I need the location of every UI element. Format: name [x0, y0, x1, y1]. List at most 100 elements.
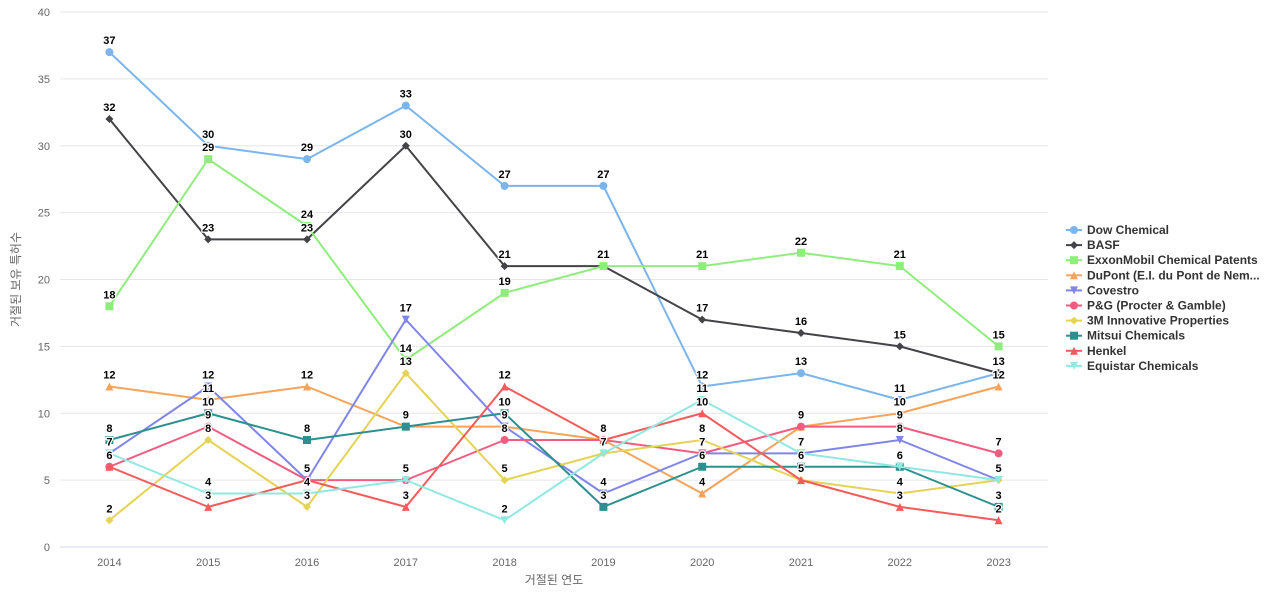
data-point-henkel[interactable] [797, 476, 805, 485]
data-point-mitsui-chemicals[interactable] [500, 409, 509, 418]
data-point-equistar-chemicals[interactable] [895, 462, 904, 471]
data-point-dow-chemical[interactable] [303, 155, 311, 164]
data-point-henkel[interactable] [599, 436, 608, 444]
series-line-equistar-chemicals[interactable] [108, 398, 1000, 522]
data-point-basf[interactable] [105, 115, 114, 123]
legend-item-equistar-chemicals[interactable]: Equistar Chemicals [1066, 359, 1199, 373]
legend-item-basf[interactable]: BASF [1066, 238, 1120, 252]
data-point-p-g-procter-gamble[interactable] [895, 422, 904, 431]
data-point-covestro[interactable] [599, 489, 608, 498]
data-point-mitsui-chemicals[interactable] [599, 502, 608, 511]
series-line-p-g-procter-gamble[interactable] [108, 425, 1000, 482]
data-point-3m-innovative-properties[interactable] [105, 516, 114, 525]
data-point-basf[interactable] [500, 262, 509, 271]
data-point-equistar-chemicals[interactable] [204, 489, 213, 498]
data-point-covestro[interactable] [204, 382, 213, 391]
data-point-3m-innovative-properties[interactable] [303, 502, 311, 511]
data-point-mitsui-chemicals[interactable] [401, 422, 410, 431]
data-point-henkel[interactable] [401, 502, 410, 511]
data-point-basf[interactable] [994, 369, 1003, 378]
data-point-henkel[interactable] [105, 462, 114, 471]
data-point-equistar-chemicals[interactable] [500, 516, 509, 525]
data-point-dow-chemical[interactable] [401, 101, 410, 110]
data-point-mitsui-chemicals[interactable] [994, 502, 1003, 511]
data-point-equistar-chemicals[interactable] [698, 395, 707, 404]
legend-item-dow-chemical[interactable]: Dow Chemical [1066, 223, 1169, 237]
series-line-dupont-e-i-du-pont-de-nem[interactable] [108, 385, 1000, 495]
data-point-dow-chemical[interactable] [105, 48, 114, 57]
legend-item-henkel[interactable]: Henkel [1066, 344, 1126, 358]
data-point-p-g-procter-gamble[interactable] [698, 449, 707, 458]
data-point-dupont-e-i-du-pont-de-nem[interactable] [698, 489, 707, 498]
data-point-equistar-chemicals[interactable] [401, 476, 410, 485]
series-line-exxonmobil-chemical-patents[interactable] [108, 158, 1000, 361]
data-point-p-g-procter-gamble[interactable] [204, 422, 213, 431]
data-point-dupont-e-i-du-pont-de-nem[interactable] [895, 409, 904, 418]
data-point-basf[interactable] [204, 235, 213, 244]
legend-item-mitsui-chemicals[interactable]: Mitsui Chemicals [1066, 329, 1185, 343]
data-point-3m-innovative-properties[interactable] [895, 489, 904, 498]
data-point-mitsui-chemicals[interactable] [797, 462, 805, 471]
data-point-equistar-chemicals[interactable] [105, 449, 114, 458]
data-point-exxonmobil-chemical-patents[interactable] [895, 262, 904, 271]
data-point-basf[interactable] [895, 342, 904, 351]
data-point-exxonmobil-chemical-patents[interactable] [599, 262, 608, 271]
data-point-exxonmobil-chemical-patents[interactable] [500, 288, 509, 297]
data-point-henkel[interactable] [895, 502, 904, 511]
data-point-equistar-chemicals[interactable] [797, 449, 805, 458]
legend-item-3m-innovative-properties[interactable]: 3M Innovative Properties [1066, 314, 1229, 328]
data-point-3m-innovative-properties[interactable] [204, 436, 213, 444]
data-point-dupont-e-i-du-pont-de-nem[interactable] [303, 382, 311, 391]
data-point-basf[interactable] [303, 235, 311, 244]
data-point-henkel[interactable] [303, 476, 311, 485]
data-point-equistar-chemicals[interactable] [599, 449, 608, 458]
data-point-exxonmobil-chemical-patents[interactable] [105, 302, 114, 311]
series-line-henkel[interactable] [108, 385, 1000, 522]
data-point-dow-chemical[interactable] [204, 141, 213, 150]
series-line-dow-chemical[interactable] [108, 51, 1000, 401]
legend-item-covestro[interactable]: Covestro [1066, 283, 1139, 297]
data-point-equistar-chemicals[interactable] [303, 489, 311, 498]
data-point-mitsui-chemicals[interactable] [204, 409, 213, 418]
data-point-p-g-procter-gamble[interactable] [500, 436, 509, 444]
data-point-mitsui-chemicals[interactable] [698, 462, 707, 471]
data-point-dow-chemical[interactable] [797, 369, 805, 378]
series-line-3m-innovative-properties[interactable] [108, 372, 1000, 522]
data-point-basf[interactable] [797, 329, 805, 337]
data-point-exxonmobil-chemical-patents[interactable] [797, 248, 805, 257]
data-point-3m-innovative-properties[interactable] [500, 476, 509, 485]
data-point-basf[interactable] [401, 141, 410, 150]
data-point-mitsui-chemicals[interactable] [303, 436, 311, 444]
data-point-exxonmobil-chemical-patents[interactable] [698, 262, 707, 271]
legend-item-p-g-procter-gamble[interactable]: P&G (Procter & Gamble) [1066, 299, 1226, 313]
data-point-dupont-e-i-du-pont-de-nem[interactable] [105, 382, 114, 391]
data-point-exxonmobil-chemical-patents[interactable] [994, 342, 1003, 351]
data-point-dupont-e-i-du-pont-de-nem[interactable] [994, 382, 1003, 391]
data-point-3m-innovative-properties[interactable] [698, 436, 707, 444]
series-line-basf[interactable] [108, 118, 1000, 375]
data-point-covestro[interactable] [895, 436, 904, 444]
data-point-p-g-procter-gamble[interactable] [797, 422, 805, 431]
data-point-covestro[interactable] [401, 315, 410, 324]
data-point-basf[interactable] [698, 315, 707, 324]
data-point-3m-innovative-properties[interactable] [401, 369, 410, 378]
data-point-covestro[interactable] [500, 422, 509, 431]
legend-item-dupont-e-i-du-pont-de-nem[interactable]: DuPont (E.I. du Pont de Nem... [1066, 268, 1260, 282]
data-point-mitsui-chemicals[interactable] [105, 436, 114, 444]
data-point-dow-chemical[interactable] [599, 181, 608, 190]
data-point-henkel[interactable] [204, 502, 213, 511]
data-point-exxonmobil-chemical-patents[interactable] [204, 155, 213, 164]
data-point-henkel[interactable] [698, 409, 707, 418]
data-point-dow-chemical[interactable] [698, 382, 707, 391]
data-point-dow-chemical[interactable] [895, 395, 904, 404]
legend-item-exxonmobil-chemical-patents[interactable]: ExxonMobil Chemical Patents [1066, 253, 1258, 267]
data-point-exxonmobil-chemical-patents[interactable] [303, 222, 311, 230]
series-line-mitsui-chemicals[interactable] [108, 412, 1000, 508]
data-point-dupont-e-i-du-pont-de-nem[interactable] [204, 395, 213, 404]
data-point-exxonmobil-chemical-patents[interactable] [401, 355, 410, 364]
data-point-henkel[interactable] [994, 516, 1003, 525]
data-point-p-g-procter-gamble[interactable] [994, 449, 1003, 458]
data-point-dow-chemical[interactable] [500, 181, 509, 190]
data-point-equistar-chemicals[interactable] [994, 476, 1003, 485]
data-point-henkel[interactable] [500, 382, 509, 391]
